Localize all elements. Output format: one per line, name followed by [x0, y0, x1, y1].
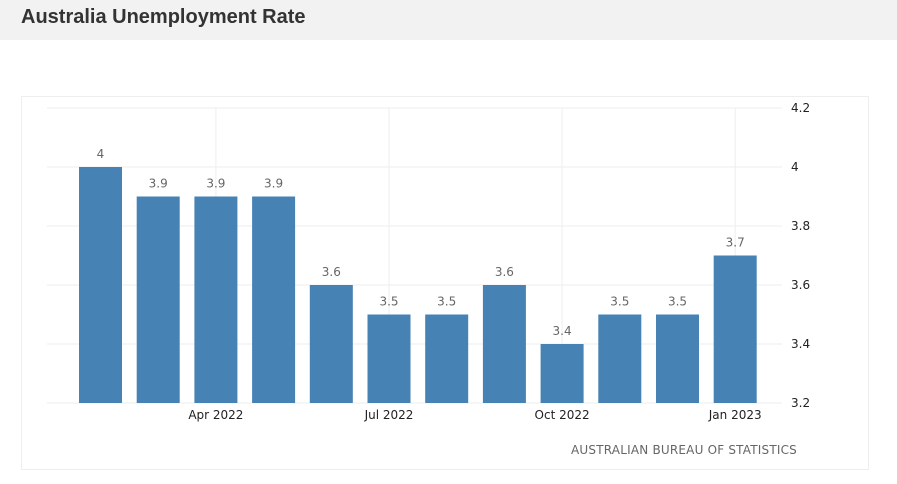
bar[interactable] — [309, 285, 353, 403]
x-tick-label: Jan 2023 — [708, 408, 762, 422]
data-labels: 4 3.9 3.9 3.9 3.6 3.5 3.5 3.6 3.4 3.5 3.5 3.7 — [97, 147, 745, 338]
y-tick-label: 3.8 — [791, 219, 810, 233]
data-label: 3.5 — [379, 295, 398, 309]
header-bar: Australia Unemployment Rate — [0, 0, 897, 40]
data-label: 4 — [97, 147, 105, 161]
x-tick-label: Apr 2022 — [188, 408, 243, 422]
x-tick-label: Jul 2022 — [364, 408, 414, 422]
source-label: AUSTRALIAN BUREAU OF STATISTICS — [571, 443, 797, 457]
data-label: 3.6 — [495, 265, 514, 279]
data-label: 3.5 — [668, 295, 687, 309]
data-label: 3.4 — [553, 324, 572, 338]
bar[interactable] — [367, 314, 411, 404]
y-tick-label: 4 — [791, 160, 799, 174]
bar[interactable] — [598, 314, 642, 404]
page-title: Australia Unemployment Rate — [21, 6, 306, 28]
bar[interactable] — [252, 196, 296, 404]
x-tick-label: Oct 2022 — [535, 408, 590, 422]
y-tick-label: 4.2 — [791, 101, 810, 115]
y-tick-label: 3.2 — [791, 396, 810, 410]
bar[interactable] — [656, 314, 699, 404]
bar[interactable] — [482, 285, 526, 403]
data-label: 3.5 — [437, 295, 456, 309]
bar[interactable] — [540, 344, 584, 403]
bar[interactable] — [79, 167, 122, 403]
data-label: 3.9 — [206, 177, 225, 191]
data-label: 3.7 — [726, 236, 745, 250]
data-label: 3.9 — [149, 177, 168, 191]
data-label: 3.6 — [322, 265, 341, 279]
x-axis-ticks: Apr 2022 Jul 2022 Oct 2022 Jan 2023 — [188, 408, 761, 422]
bar[interactable] — [713, 255, 757, 404]
data-label: 3.5 — [610, 295, 629, 309]
y-tick-label: 3.4 — [791, 337, 810, 351]
data-label: 3.9 — [264, 177, 283, 191]
bars — [79, 167, 757, 403]
bar[interactable] — [425, 314, 469, 404]
y-tick-label: 3.6 — [791, 278, 810, 292]
bar[interactable] — [136, 196, 180, 404]
bar[interactable] — [194, 196, 238, 404]
y-axis-ticks: 3.2 3.4 3.6 3.8 4 4.2 — [791, 101, 810, 410]
